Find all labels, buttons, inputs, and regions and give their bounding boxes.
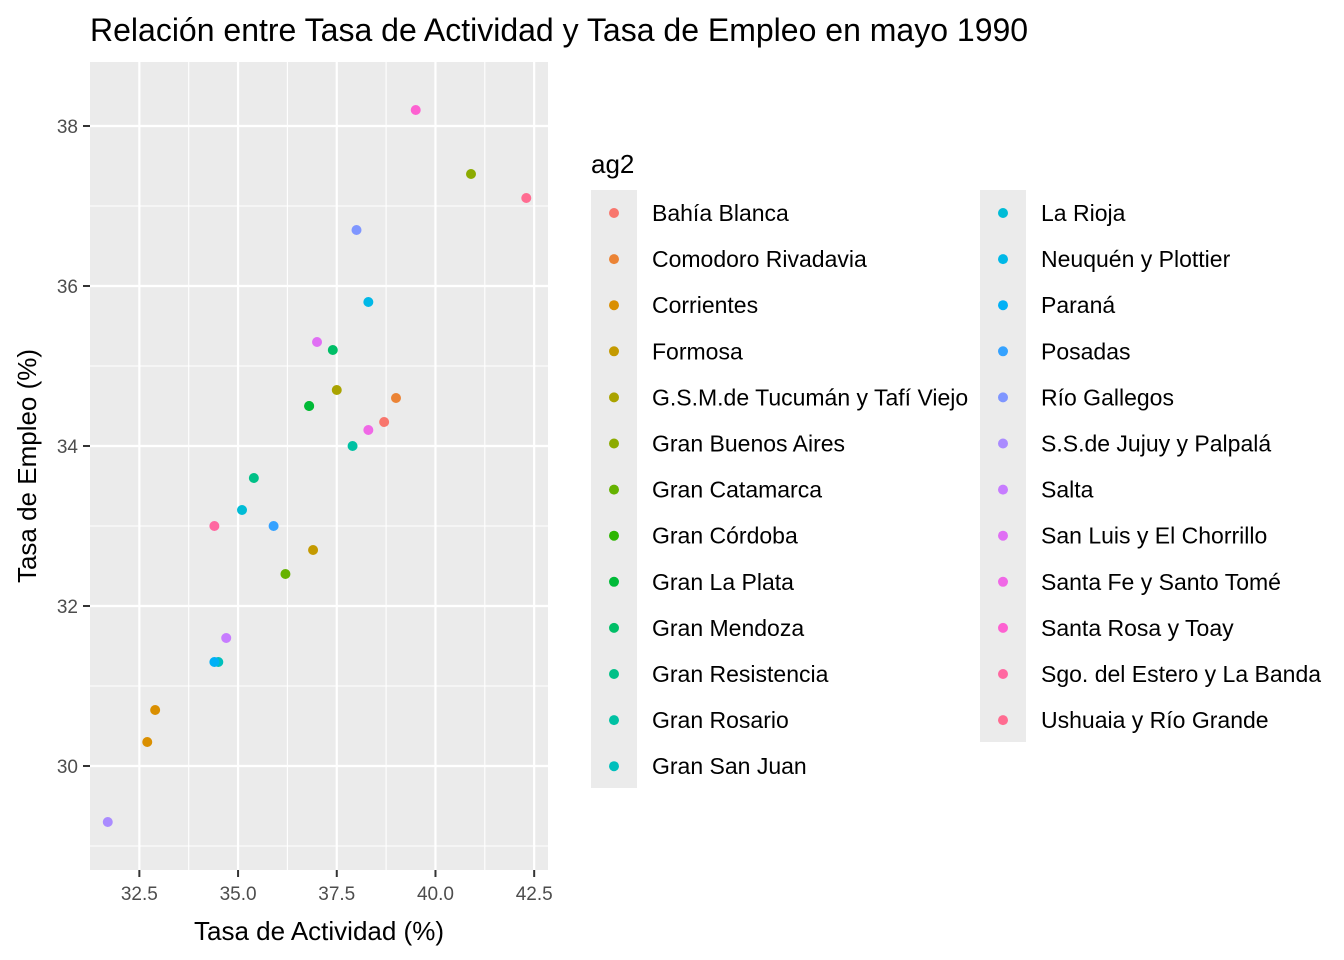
legend-label: Gran Catamarca bbox=[652, 477, 822, 503]
legend-label: San Luis y El Chorrillo bbox=[1041, 523, 1267, 549]
legend-label: Paraná bbox=[1041, 292, 1115, 318]
legend-key bbox=[998, 530, 1008, 541]
y-tick-label: 32 bbox=[57, 597, 78, 618]
legend-label: G.S.M.de Tucumán y Tafí Viejo bbox=[652, 384, 968, 410]
legend-label: Gran San Juan bbox=[652, 753, 807, 779]
legend-items: Bahía Blanca Comodoro Rivadavia Corrientes… bbox=[609, 200, 1321, 779]
legend-key bbox=[998, 715, 1008, 726]
legend-key bbox=[609, 484, 619, 495]
x-tick-label: 32.5 bbox=[121, 884, 158, 905]
legend-key bbox=[998, 669, 1008, 679]
legend-label: Santa Fe y Santo Tomé bbox=[1041, 569, 1281, 595]
legend-label: Gran Mendoza bbox=[652, 615, 804, 641]
legend-label: Bahía Blanca bbox=[652, 200, 789, 226]
x-axis-title: Tasa de Actividad (%) bbox=[194, 916, 444, 946]
legend-key bbox=[998, 484, 1008, 495]
legend-key bbox=[998, 300, 1008, 311]
legend-key bbox=[609, 761, 619, 772]
legend-key bbox=[609, 530, 619, 541]
legend-label: Corrientes bbox=[652, 292, 758, 318]
data-point bbox=[327, 345, 338, 355]
grid-minor bbox=[90, 62, 548, 870]
data-point bbox=[142, 737, 153, 747]
data-point bbox=[363, 425, 374, 435]
legend-label: Salta bbox=[1041, 477, 1094, 503]
legend-label: Neuquén y Plottier bbox=[1041, 246, 1231, 272]
legend-key bbox=[609, 669, 619, 679]
data-point bbox=[209, 521, 220, 531]
data-point bbox=[150, 705, 161, 715]
legend-key bbox=[998, 576, 1008, 587]
legend-label: La Rioja bbox=[1041, 200, 1126, 226]
chart-title: Relación entre Tasa de Actividad y Tasa … bbox=[90, 12, 1028, 48]
x-tick-label: 40.0 bbox=[417, 884, 454, 905]
y-tick-label: 30 bbox=[57, 757, 78, 778]
data-point bbox=[268, 521, 279, 531]
legend-key bbox=[998, 346, 1008, 357]
x-tick-label: 42.5 bbox=[516, 884, 553, 905]
legend-title: ag2 bbox=[591, 149, 634, 179]
legend-key bbox=[609, 715, 619, 726]
data-point bbox=[410, 105, 421, 115]
legend-key bbox=[998, 208, 1008, 218]
legend-key bbox=[609, 392, 619, 403]
legend-key bbox=[609, 300, 619, 311]
legend-key bbox=[609, 208, 619, 218]
legend-label: Formosa bbox=[652, 338, 743, 364]
data-point bbox=[237, 505, 248, 515]
data-point bbox=[466, 169, 477, 179]
legend-key bbox=[609, 576, 619, 587]
data-point bbox=[280, 569, 291, 579]
data-point bbox=[221, 633, 232, 643]
legend-label: Ushuaia y Río Grande bbox=[1041, 707, 1269, 733]
legend-label: Santa Rosa y Toay bbox=[1041, 615, 1234, 641]
data-points bbox=[102, 105, 532, 827]
legend-label: Gran Rosario bbox=[652, 707, 789, 733]
data-point bbox=[390, 393, 401, 403]
data-point bbox=[379, 417, 390, 427]
legend-key bbox=[609, 438, 619, 449]
legend-key bbox=[609, 254, 619, 265]
x-tick-label: 37.5 bbox=[318, 884, 355, 905]
legend-key bbox=[998, 438, 1008, 449]
data-point bbox=[347, 441, 358, 451]
legend-key bbox=[998, 392, 1008, 403]
x-tick-label: 35.0 bbox=[220, 884, 257, 905]
legend-label: Posadas bbox=[1041, 338, 1131, 364]
grid-major bbox=[90, 62, 548, 870]
data-point bbox=[308, 545, 319, 555]
legend-key bbox=[998, 622, 1008, 633]
data-point bbox=[351, 225, 362, 235]
legend-key bbox=[609, 346, 619, 357]
legend-key bbox=[998, 254, 1008, 265]
y-axis-title: Tasa de Empleo (%) bbox=[12, 349, 42, 583]
data-point bbox=[331, 385, 342, 395]
data-point bbox=[209, 657, 220, 667]
data-point bbox=[312, 337, 323, 347]
data-point bbox=[521, 193, 532, 203]
y-tick-label: 36 bbox=[57, 277, 78, 298]
plot-panel bbox=[90, 62, 548, 870]
y-tick-label: 34 bbox=[57, 437, 79, 458]
legend-label: S.S.de Jujuy y Palpalá bbox=[1041, 431, 1271, 457]
legend-label: Río Gallegos bbox=[1041, 384, 1174, 410]
data-point bbox=[102, 817, 113, 827]
x-axis-ticks: 32.5 35.0 37.5 40.0 42.5 bbox=[121, 870, 553, 905]
legend: ag2 Bahía Blanca Comodoro Rivadavia Corrie… bbox=[591, 149, 1321, 788]
legend-label: Gran Córdoba bbox=[652, 523, 798, 549]
legend-label: Gran La Plata bbox=[652, 569, 794, 595]
legend-label: Comodoro Rivadavia bbox=[652, 246, 867, 272]
legend-label: Gran Resistencia bbox=[652, 661, 829, 687]
data-point bbox=[248, 473, 259, 483]
data-point bbox=[363, 297, 374, 307]
y-axis-ticks: 30 32 34 36 38 bbox=[57, 117, 90, 778]
y-tick-label: 38 bbox=[57, 117, 78, 138]
legend-key bbox=[609, 622, 619, 633]
legend-label: Sgo. del Estero y La Banda bbox=[1041, 661, 1321, 687]
legend-key-column-2 bbox=[980, 190, 1026, 742]
data-point bbox=[304, 401, 315, 411]
legend-label: Gran Buenos Aires bbox=[652, 431, 845, 457]
